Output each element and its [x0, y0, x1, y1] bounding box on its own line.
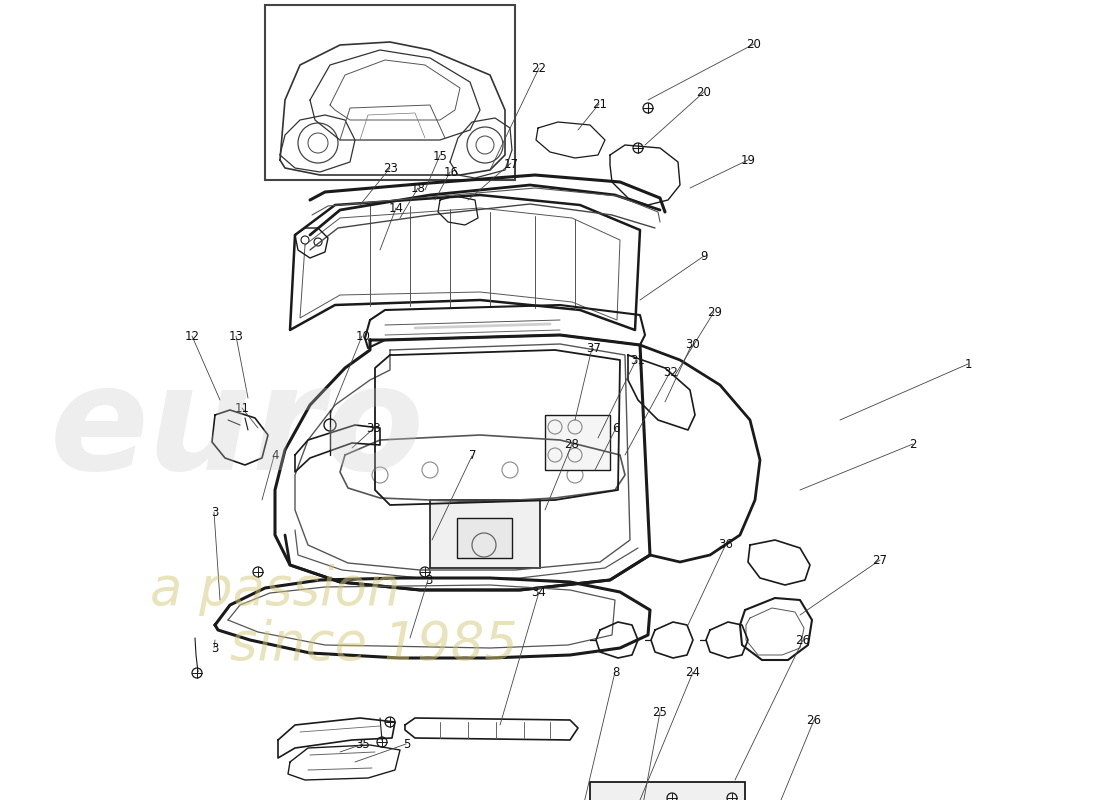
Text: 2: 2: [910, 438, 916, 450]
Text: 36: 36: [718, 538, 734, 550]
Text: 8: 8: [613, 666, 619, 678]
Text: 22: 22: [531, 62, 547, 74]
Text: 9: 9: [701, 250, 707, 262]
Text: 28: 28: [564, 438, 580, 450]
Text: 33: 33: [366, 422, 382, 434]
Text: euro: euro: [50, 359, 425, 501]
Bar: [430, 500, 540, 568]
Bar: [456, 518, 512, 558]
Text: 18: 18: [410, 182, 426, 194]
Text: 17: 17: [504, 158, 519, 170]
Text: 3: 3: [211, 642, 218, 654]
Text: 3: 3: [426, 574, 432, 586]
Text: 5: 5: [404, 738, 410, 750]
Text: 14: 14: [388, 202, 404, 214]
Bar: [265, 5, 515, 180]
Text: 4: 4: [272, 450, 278, 462]
Bar: [590, 782, 745, 800]
Text: 23: 23: [383, 162, 398, 174]
Text: 26: 26: [795, 634, 811, 646]
Text: 35: 35: [355, 738, 371, 750]
Text: 26: 26: [806, 714, 822, 726]
Text: 19: 19: [740, 154, 756, 166]
Text: 30: 30: [685, 338, 701, 350]
Text: 20: 20: [746, 38, 761, 50]
Text: 32: 32: [663, 366, 679, 378]
Text: 15: 15: [432, 150, 448, 162]
Text: 27: 27: [872, 554, 888, 566]
Text: a passion: a passion: [150, 564, 400, 616]
Text: 37: 37: [586, 342, 602, 354]
Text: 16: 16: [443, 166, 459, 178]
Text: 11: 11: [234, 402, 250, 414]
Text: 3: 3: [211, 506, 218, 518]
Text: 25: 25: [652, 706, 668, 718]
Text: 7: 7: [470, 450, 476, 462]
Text: 21: 21: [592, 98, 607, 110]
Text: since 1985: since 1985: [230, 619, 518, 671]
Text: 31: 31: [630, 354, 646, 366]
Bar: [544, 415, 610, 470]
Text: 34: 34: [531, 586, 547, 598]
Text: 13: 13: [229, 330, 244, 342]
Text: 10: 10: [355, 330, 371, 342]
Text: 20: 20: [696, 86, 712, 98]
Text: 24: 24: [685, 666, 701, 678]
Text: 6: 6: [613, 422, 619, 434]
Text: 12: 12: [185, 330, 200, 342]
Text: 1: 1: [965, 358, 971, 370]
Text: 29: 29: [707, 306, 723, 318]
